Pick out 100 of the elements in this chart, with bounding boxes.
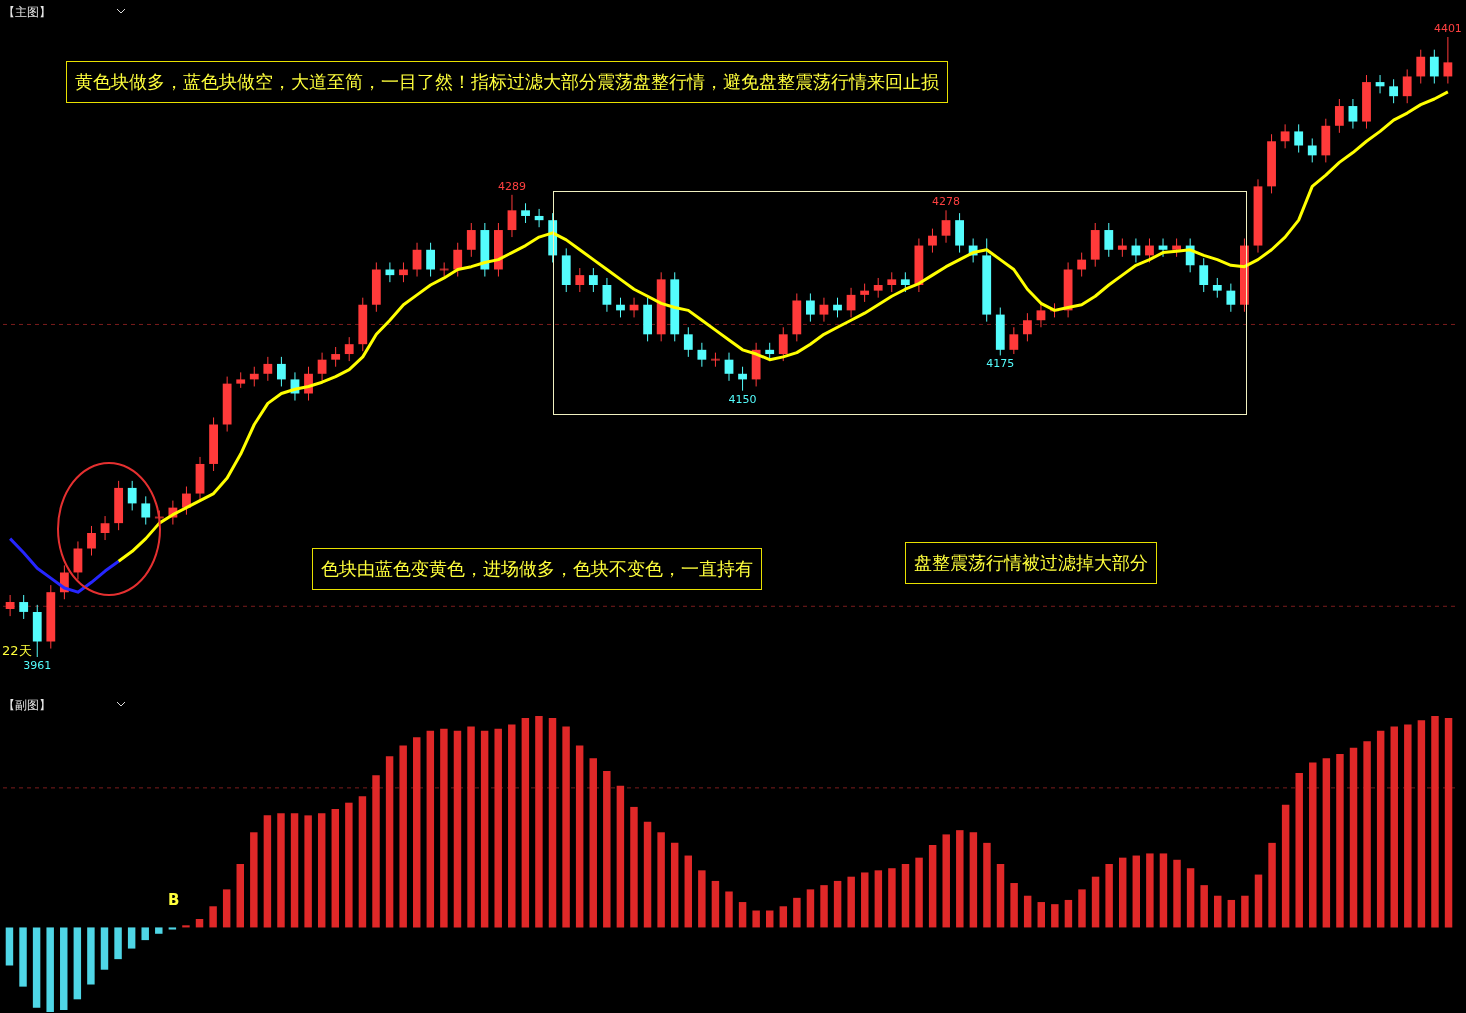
bar [385, 756, 394, 928]
bar [603, 770, 611, 928]
candlestick [1077, 252, 1087, 278]
bar [1227, 899, 1236, 928]
bar [1118, 857, 1127, 928]
bar [1105, 864, 1113, 928]
bar [725, 891, 733, 928]
bar [1214, 895, 1222, 928]
bar [467, 726, 475, 928]
bar [888, 868, 896, 928]
bar [73, 927, 82, 1000]
bar [575, 745, 584, 928]
bar [399, 745, 407, 928]
bar [331, 809, 340, 928]
bar [793, 897, 801, 928]
annotation: 色块由蓝色变黄色，进场做多，色块不变色，一直持有 [312, 548, 762, 590]
bar [358, 796, 367, 928]
bar [1309, 762, 1317, 928]
candlestick [276, 356, 286, 387]
candlestick [412, 242, 422, 278]
candlestick [860, 283, 870, 303]
bar [250, 832, 258, 928]
bar [1336, 754, 1344, 928]
bar [1037, 902, 1045, 928]
candlestick [819, 297, 829, 323]
candlestick [317, 352, 327, 382]
annotation: 4289 [497, 179, 526, 193]
candlestick [19, 594, 29, 620]
bar [290, 813, 299, 928]
bar [861, 872, 869, 928]
candlestick [426, 242, 436, 278]
bar [87, 927, 95, 985]
candlestick [1334, 98, 1344, 134]
bar [657, 832, 665, 928]
candlestick [1226, 283, 1236, 313]
candlestick [1022, 312, 1032, 342]
candlestick [1280, 123, 1290, 149]
bar [127, 927, 136, 949]
bar [711, 880, 720, 928]
candlestick [344, 336, 354, 362]
bar [236, 864, 244, 928]
bar [670, 842, 679, 928]
bar [168, 927, 177, 930]
candlestick [385, 261, 395, 283]
candlestick [1443, 36, 1453, 84]
candlestick [1117, 238, 1127, 258]
candlestick [1036, 302, 1046, 328]
candlestick [127, 480, 137, 511]
bar [1431, 716, 1439, 928]
candlestick [616, 297, 625, 318]
bar [1444, 718, 1453, 928]
candlestick [100, 515, 110, 541]
annotation: 盘整震荡行情被过滤掉大部分 [905, 542, 1157, 584]
bar [616, 785, 625, 928]
candlestick [1294, 123, 1304, 154]
bar [548, 718, 557, 928]
candlestick [1389, 78, 1399, 104]
bar [304, 815, 312, 928]
candlestick [1348, 98, 1358, 130]
bar [1023, 895, 1032, 928]
bar [752, 910, 760, 928]
bar [317, 813, 326, 928]
bar [1078, 889, 1086, 928]
annotation: 4401 [1433, 22, 1462, 35]
bar [535, 716, 543, 928]
candlestick [331, 346, 341, 368]
bar [1064, 899, 1073, 928]
candlestick [697, 342, 707, 368]
bar [1376, 730, 1385, 928]
annotation: B [168, 891, 180, 909]
bar [19, 927, 27, 987]
bar [698, 870, 706, 928]
candlestick [683, 326, 693, 358]
bar [182, 925, 190, 928]
bar [928, 844, 937, 928]
candlestick [941, 209, 951, 244]
bar [1173, 859, 1181, 928]
bar [453, 730, 462, 928]
candlestick [1429, 49, 1439, 84]
bar [46, 927, 54, 1012]
annotation: 4175 [986, 357, 1015, 371]
candlestick [724, 352, 734, 382]
bar [942, 834, 950, 928]
bar [1281, 804, 1290, 928]
bar [1146, 853, 1154, 928]
bar [1349, 747, 1358, 928]
candlestick [1416, 49, 1426, 84]
bar [562, 726, 570, 928]
candlestick [1199, 257, 1209, 293]
bar [5, 927, 14, 966]
bar [494, 728, 502, 928]
chart-title: 【副图】 [2, 698, 51, 712]
bar [956, 830, 964, 928]
bar [901, 864, 910, 928]
candlestick [928, 228, 937, 254]
candlestick [466, 222, 476, 258]
candlestick [805, 292, 815, 323]
bar [1241, 895, 1249, 928]
bar [426, 730, 435, 928]
bar [1051, 904, 1059, 928]
